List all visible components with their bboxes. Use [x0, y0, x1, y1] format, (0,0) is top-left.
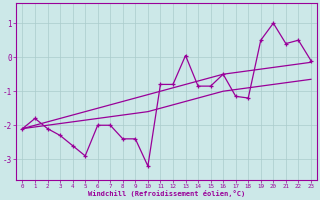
X-axis label: Windchill (Refroidissement éolien,°C): Windchill (Refroidissement éolien,°C) [88, 190, 245, 197]
